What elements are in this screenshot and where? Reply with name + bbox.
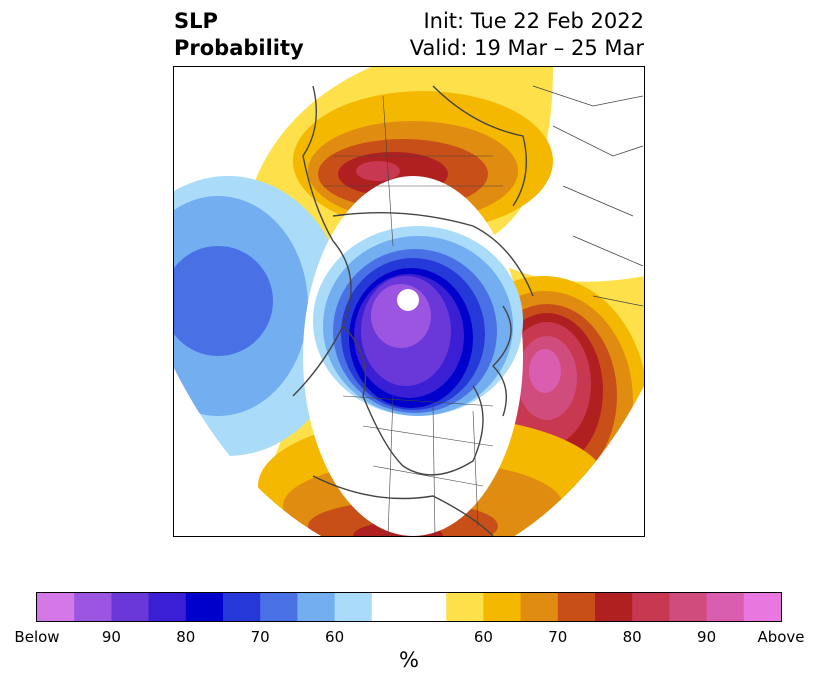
colorbar-segment (483, 593, 522, 621)
chart-title-right: Init: Tue 22 Feb 2022 Valid: 19 Mar – 25… (410, 8, 644, 62)
probability-contours (173, 66, 645, 537)
map-frame (173, 66, 645, 537)
colorbar-segment (520, 593, 559, 621)
init-date: Init: Tue 22 Feb 2022 (423, 9, 644, 33)
colorbar-unit-label: % (399, 648, 419, 672)
colorbar-tick-label: Below (14, 628, 60, 646)
colorbar-segment (632, 593, 670, 621)
colorbar-segment (185, 593, 224, 621)
colorbar-segment (297, 593, 336, 621)
chart-title-left: SLP Probability (174, 8, 304, 62)
title-variable: SLP (174, 9, 218, 33)
colorbar-segment (557, 593, 596, 621)
colorbar-tick-label: 70 (250, 628, 270, 646)
colorbar-segment (111, 593, 150, 621)
colorbar-segment (223, 593, 261, 621)
colorbar-segment (706, 593, 745, 621)
colorbar-tick-label: 90 (697, 628, 717, 646)
colorbar-frame (36, 592, 782, 622)
colorbar-tick-label: Above (757, 628, 805, 646)
colorbar-segment (669, 593, 708, 621)
colorbar-tick-label: 80 (622, 628, 642, 646)
colorbar-segment (409, 593, 447, 621)
pacific-negative-anomaly (173, 176, 348, 456)
country-borders (323, 95, 503, 537)
colorbar-segment (743, 593, 782, 621)
valid-range: Valid: 19 Mar – 25 Mar (409, 36, 644, 60)
colorbar-segment (334, 593, 373, 621)
colorbar-segment (74, 593, 112, 621)
colorbar-segment (37, 593, 75, 621)
probability-map (173, 66, 645, 537)
colorbar-tick-label: 60 (473, 628, 493, 646)
arctic-negative-anomaly (303, 176, 523, 536)
colorbar-tick-label: 60 (325, 628, 345, 646)
colorbar-segment (446, 593, 484, 621)
eurasia-positive-anomaly (293, 91, 553, 231)
colorbar-tick-label: 80 (176, 628, 196, 646)
colorbar (36, 592, 782, 622)
colorbar-tick-label: 90 (101, 628, 121, 646)
colorbar-segment (260, 593, 298, 621)
colorbar-segment (595, 593, 633, 621)
coastlines (292, 85, 534, 537)
colorbar-segment (371, 593, 410, 621)
colorbar-tick-label: 70 (548, 628, 568, 646)
land-outlines-outside (532, 85, 644, 307)
title-quantity: Probability (174, 36, 304, 60)
colorbar-segment (148, 593, 187, 621)
